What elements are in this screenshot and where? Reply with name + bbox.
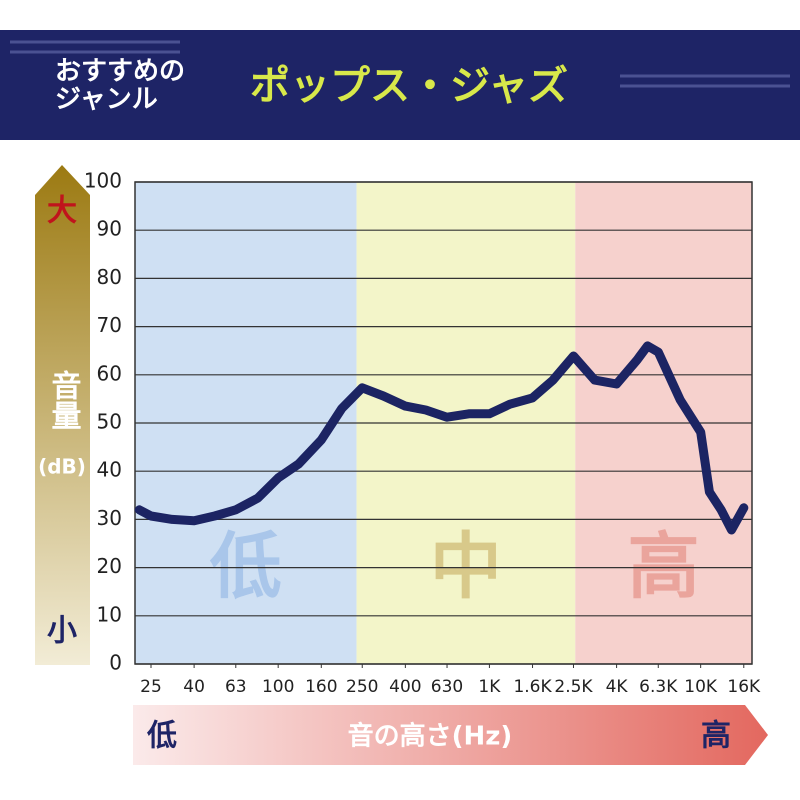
pitch-arrow <box>133 705 768 765</box>
plot: 低 中 高 0 10 20 30 40 50 60 70 80 90 100 25 40 63 100 160 250… <box>84 169 761 698</box>
header-stripes <box>10 40 790 88</box>
x-tick-label: 63 <box>225 677 247 697</box>
x-tick-label: 4K <box>606 677 629 697</box>
x-tick-label: 16K <box>727 677 761 697</box>
x-tick-label: 100 <box>262 677 294 697</box>
x-tick-label: 6.3K <box>639 677 678 697</box>
y-tick-label: 70 <box>97 313 122 337</box>
header-label: ジャンル <box>55 85 158 115</box>
y-tick-label: 30 <box>97 506 122 530</box>
y-unit: (dB) <box>38 455 86 479</box>
y-tick-label: 40 <box>97 458 122 482</box>
x-tick-label: 1K <box>478 677 501 697</box>
zone-label: 低 <box>210 525 282 609</box>
x-tick-label: 40 <box>183 677 205 697</box>
y-low: 小 <box>47 614 77 649</box>
header-label: おすすめの <box>55 57 185 87</box>
x-tick-label: 25 <box>140 677 162 697</box>
y-tick-label: 80 <box>97 265 122 289</box>
zone-label: 高 <box>628 525 700 609</box>
x-tick-label: 1.6K <box>513 677 552 697</box>
x-tick-label: 10K <box>684 677 718 697</box>
y-tick-label: 20 <box>97 554 122 578</box>
eq-curve <box>134 341 749 535</box>
x-tick-label: 400 <box>389 677 421 697</box>
y-tick-label: 50 <box>97 410 122 434</box>
x-tick-label: 250 <box>346 677 378 697</box>
zone-label: 中 <box>430 525 502 609</box>
y-tick-label: 100 <box>84 169 122 193</box>
x-tick-label: 630 <box>431 677 463 697</box>
y-tick-label: 60 <box>97 361 122 385</box>
plot-frame <box>134 181 753 665</box>
volume-arrow <box>35 165 90 665</box>
genre-title: ポップス・ジャズ <box>250 63 568 109</box>
x-tick-label: 160 <box>305 677 337 697</box>
y-tick-label: 0 <box>109 651 122 675</box>
x-high: 高 <box>701 719 731 754</box>
y-label: 音量 <box>46 370 82 430</box>
x-label: 音の高さ(Hz) <box>348 721 513 752</box>
x-low: 低 <box>146 719 177 754</box>
y-tick-label: 90 <box>97 217 122 241</box>
y-high: 大 <box>47 194 77 229</box>
x-tick-label: 2.5K <box>554 677 593 697</box>
y-tick-label: 10 <box>97 602 122 626</box>
